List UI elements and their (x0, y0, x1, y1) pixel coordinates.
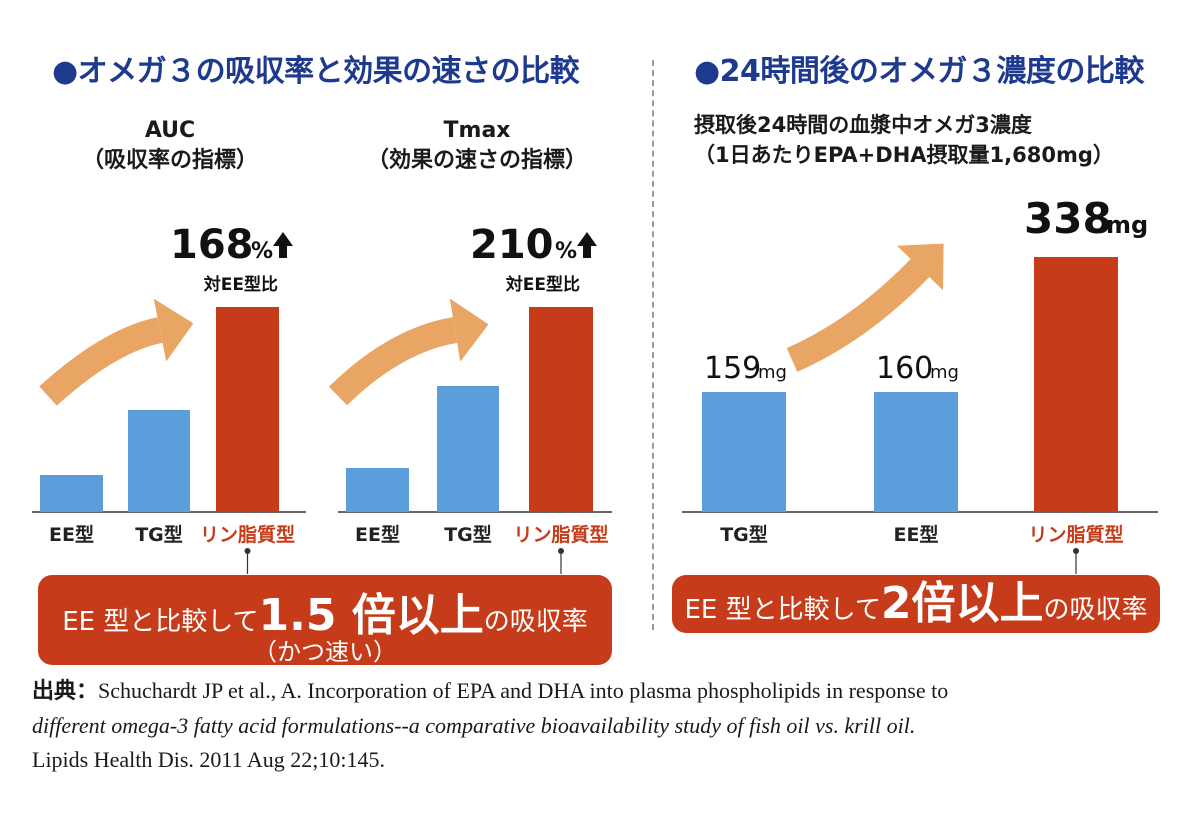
left-banner-suffix: の吸収率 (483, 607, 588, 637)
chart0-annotation-value: 168 (170, 222, 254, 268)
chart1-annotation-unit: % (555, 239, 577, 264)
chart0-bar-0 (40, 475, 103, 512)
chart0-annotation-unit: % (251, 239, 273, 264)
chart2-data-label-value-1: 160 (876, 351, 933, 386)
chart2-data-label-unit-1: mg (930, 362, 959, 383)
citation-lead: 出典： (32, 679, 99, 704)
concentration-title-line2: （1日あたりEPA+DHA摂取量1,680mg） (694, 143, 1114, 167)
chart2-data-label-unit-2: mg (1106, 211, 1148, 239)
chart2-data-label-value-0: 159 (704, 351, 761, 386)
chart1-bar-1 (437, 386, 499, 512)
chart0-category-label-2: リン脂質型 (200, 523, 295, 546)
chart1-annotation-note: 対EE型比 (505, 274, 580, 295)
chart1-category-label-0: EE型 (355, 523, 400, 546)
right-banner-emphasis: 2倍以上 (880, 578, 1044, 629)
right-banner-suffix: の吸収率 (1043, 595, 1148, 625)
chart1-bar-0 (346, 468, 409, 512)
citation-title: different omega-3 fatty acid formulation… (32, 713, 916, 738)
right-result-banner: EE 型と比較して2倍以上の吸収率 (672, 575, 1160, 633)
chart2-data-label-unit-0: mg (758, 362, 787, 383)
chart1-annotation-value: 210 (470, 222, 554, 268)
chart1-category-label-1: TG型 (444, 523, 492, 546)
trend-arrow-tmax-body (328, 317, 458, 406)
tmax-title-line2: （効果の速さの指標） (366, 148, 587, 173)
left-banner-subtext: （かつ速い） (253, 638, 397, 666)
chart0-annotation-note: 対EE型比 (203, 274, 278, 295)
chart2-bar-1 (874, 392, 958, 512)
chart0-category-label-0: EE型 (49, 523, 94, 546)
left-banner-prefix: EE 型と比較して (62, 607, 259, 637)
trend-arrow-auc-head (153, 298, 194, 362)
left-section-title: ●オメガ３の吸収率と効果の速さの比較 (52, 54, 580, 89)
citation: 出典：Schuchardt JP et al., A. Incorporatio… (32, 674, 1172, 777)
chart1-connector-dot (558, 548, 564, 554)
left-banner-emphasis: 1.5 倍以上 (258, 590, 484, 641)
chart2-category-label-0: TG型 (720, 523, 768, 546)
tmax-title-line1: Tmax (443, 118, 511, 143)
section-divider (652, 60, 654, 630)
chart2-data-label-value-2: 338 (1024, 194, 1112, 243)
auc-title-line1: AUC (144, 118, 196, 143)
chart2-connector-dot (1073, 548, 1079, 554)
chart1-bar-2 (529, 307, 593, 512)
left-result-banner: EE 型と比較して1.5 倍以上の吸収率 （かつ速い） (38, 575, 612, 665)
tmax-chart-title: Tmax （効果の速さの指標） (352, 116, 602, 176)
trend-arrow-concentration-head (897, 243, 944, 291)
citation-journal: Lipids Health Dis. 2011 Aug 22;10:145. (32, 747, 386, 772)
concentration-title-line1: 摂取後24時間の血漿中オメガ3濃度 (694, 113, 1032, 137)
chart0-bar-1 (128, 410, 190, 512)
chart2-category-label-2: リン脂質型 (1028, 523, 1123, 546)
chart0-category-label-1: TG型 (135, 523, 183, 546)
trend-arrow-tmax-head (449, 298, 489, 362)
chart2-bar-0 (702, 392, 786, 512)
up-arrow-icon-0 (273, 232, 293, 258)
trend-arrow-concentration-body (786, 258, 930, 372)
up-arrow-icon-1 (577, 232, 597, 258)
trend-arrow-auc-body (39, 317, 163, 406)
right-section-title: ●24時間後のオメガ３濃度の比較 (694, 54, 1144, 89)
chart2-bar-2 (1034, 257, 1118, 512)
citation-authors: Schuchardt JP et al., A. Incorporation o… (98, 678, 949, 703)
chart2-category-label-1: EE型 (894, 523, 939, 546)
concentration-chart-title: 摂取後24時間の血漿中オメガ3濃度 （1日あたりEPA+DHA摂取量1,680m… (694, 110, 1114, 170)
chart0-bar-2 (216, 307, 279, 512)
auc-title-line2: （吸収率の指標） (81, 148, 258, 173)
chart1-category-label-2: リン脂質型 (513, 523, 608, 546)
right-banner-prefix: EE 型と比較して (684, 595, 881, 625)
auc-chart-title: AUC （吸収率の指標） (50, 116, 290, 176)
chart0-connector-dot (244, 548, 251, 554)
